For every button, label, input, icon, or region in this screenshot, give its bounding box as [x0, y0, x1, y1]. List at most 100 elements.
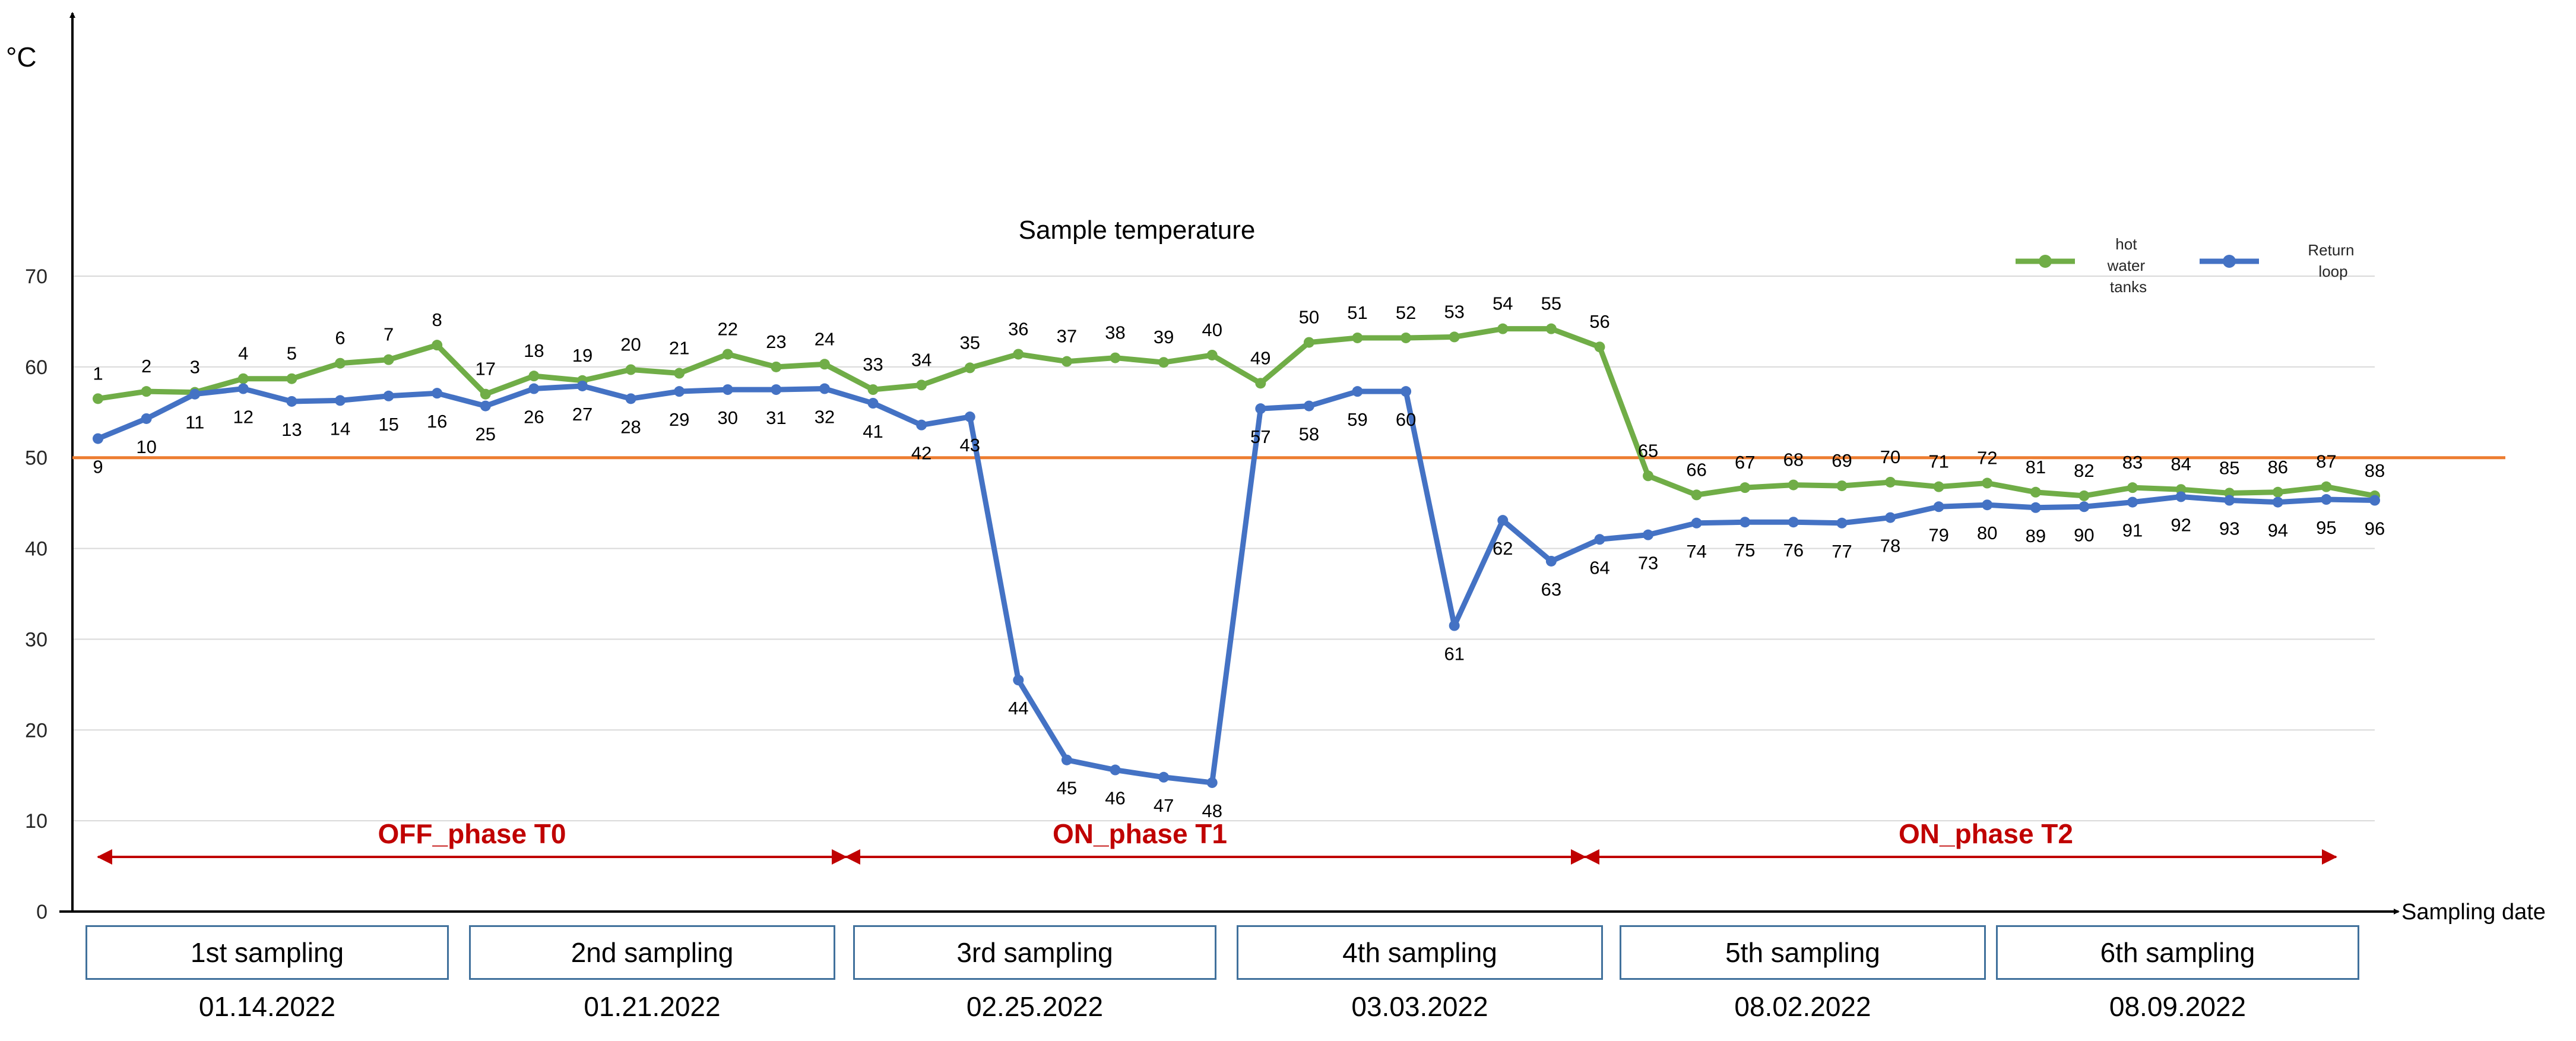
point-label: 73 [1638, 553, 1658, 574]
point-label: 17 [476, 359, 496, 379]
data-point [771, 361, 782, 372]
point-label: 91 [2122, 520, 2143, 541]
data-point [334, 395, 346, 406]
point-label: 23 [766, 331, 786, 352]
data-point [1255, 378, 1266, 389]
point-label: 86 [2268, 457, 2288, 477]
y-tick-label: 50 [25, 447, 47, 470]
data-point [1739, 482, 1751, 493]
legend-marker-hot-water [2039, 255, 2052, 268]
data-point [1545, 323, 1557, 334]
point-label: 66 [1686, 459, 1706, 480]
gridlines [72, 276, 2375, 822]
point-label: 94 [2268, 520, 2288, 541]
point-label: 88 [2365, 460, 2385, 481]
point-label: 81 [2026, 457, 2046, 477]
data-point [1497, 323, 1509, 334]
point-label: 58 [1299, 424, 1319, 445]
data-point [334, 357, 346, 369]
data-point [819, 359, 830, 370]
data-point [1352, 332, 1363, 343]
data-point [1303, 400, 1314, 412]
data-point [1206, 777, 1218, 788]
data-point [480, 400, 491, 412]
data-point [1885, 512, 1896, 523]
point-label: 13 [281, 419, 302, 440]
sampling-box-2: 2nd sampling [469, 925, 835, 980]
sampling-date-3: 02.25.2022 [966, 991, 1104, 1022]
data-point [1982, 477, 1993, 489]
point-label: 38 [1105, 322, 1125, 343]
point-label: 33 [863, 354, 883, 375]
data-point [1401, 386, 1412, 397]
point-label: 10 [136, 436, 156, 457]
point-label: 49 [1250, 347, 1270, 368]
data-point [141, 386, 152, 397]
legend-label-return-loop: Return loop [2308, 241, 2358, 280]
point-label: 75 [1735, 540, 1755, 561]
data-point [674, 368, 685, 379]
point-label: 9 [93, 457, 103, 477]
point-label: 32 [815, 407, 835, 428]
point-label: 70 [1880, 447, 1900, 467]
phase-label-on-t2: ON_phase T2 [1899, 818, 2073, 849]
point-label: 11 [185, 412, 204, 433]
point-label: 21 [669, 338, 689, 359]
data-point [1691, 489, 1702, 501]
data-point [1497, 515, 1509, 526]
data-point [625, 364, 636, 375]
data-point [432, 388, 443, 399]
point-label: 79 [1928, 524, 1948, 545]
point-label: 77 [1832, 541, 1852, 562]
point-label: 71 [1928, 451, 1948, 472]
data-point [722, 384, 733, 395]
point-label: 82 [2074, 460, 2094, 481]
y-axis-unit: °C [6, 42, 37, 72]
data-point [286, 395, 297, 407]
point-label: 43 [959, 435, 980, 455]
sampling-box-3: 3rd sampling [853, 925, 1216, 980]
point-label: 96 [2365, 518, 2385, 539]
point-label: 39 [1154, 327, 1174, 347]
data-point [1303, 337, 1314, 348]
data-point [1982, 499, 1993, 511]
data-point [2078, 490, 2090, 501]
data-point [1691, 517, 1702, 529]
point-label: 65 [1638, 440, 1658, 461]
point-label: 67 [1735, 452, 1755, 473]
data-point [1594, 534, 1605, 545]
data-point [528, 383, 540, 394]
point-label: 19 [572, 345, 592, 366]
data-point [189, 388, 201, 400]
data-point [1401, 332, 1412, 343]
chart-title: Sample temperature [1019, 216, 1256, 245]
y-tick-label: 0 [36, 901, 47, 923]
sampling-box-4: 4th sampling [1237, 925, 1603, 980]
y-axis-ticks: 0 10 20 30 40 50 60 70 [25, 265, 47, 923]
legend-marker-return-loop [2223, 255, 2236, 268]
point-label: 60 [1396, 409, 1416, 430]
point-label: 6 [335, 328, 345, 349]
point-label: 7 [384, 324, 394, 345]
sampling-date-1: 01.14.2022 [198, 991, 336, 1022]
data-point [480, 388, 491, 400]
point-label: 83 [2122, 452, 2143, 473]
point-label: 72 [1977, 448, 1997, 469]
data-point [1449, 331, 1460, 343]
data-point [383, 390, 394, 401]
data-point [2321, 494, 2332, 505]
data-point [2030, 486, 2041, 498]
point-label: 46 [1105, 788, 1125, 809]
sampling-box-1: 1st sampling [85, 925, 449, 980]
sampling-date-6: 08.09.2022 [2109, 991, 2247, 1022]
series-line [97, 383, 2375, 786]
sampling-date-2: 01.21.2022 [584, 991, 721, 1022]
point-label: 3 [190, 357, 200, 378]
point-label: 54 [1493, 293, 1513, 314]
data-point [2127, 482, 2138, 493]
point-label: 1 [93, 363, 103, 384]
point-label: 31 [766, 407, 786, 428]
data-point [1788, 479, 1799, 491]
data-point [674, 386, 685, 397]
sampling-box-6: 6th sampling [1996, 925, 2359, 980]
